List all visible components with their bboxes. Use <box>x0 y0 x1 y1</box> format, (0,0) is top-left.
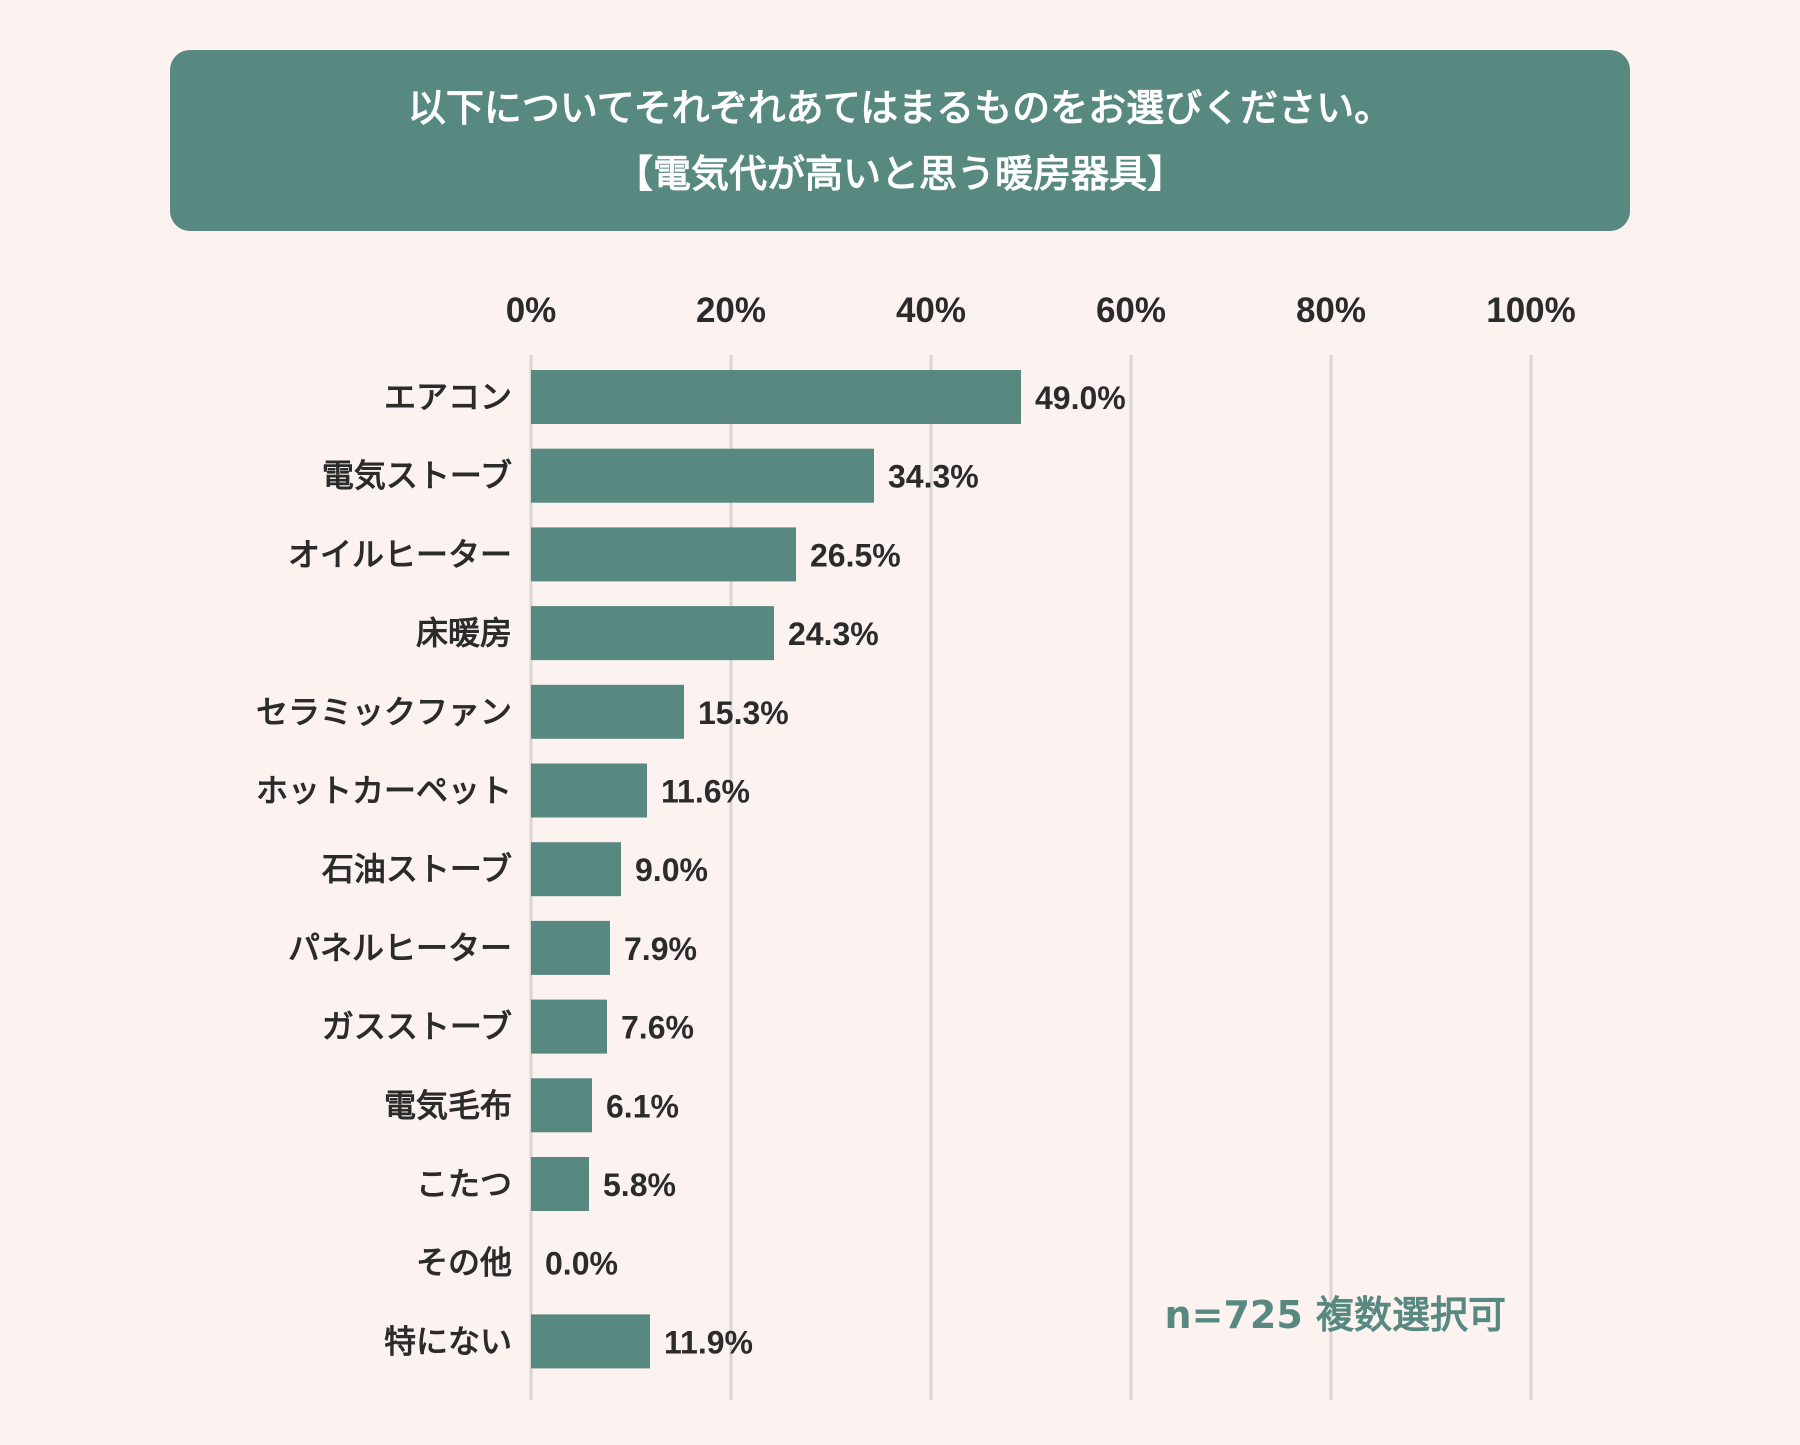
x-tick-label: 100% <box>1486 291 1576 330</box>
x-axis-ticks: 0% 20% 40% 60% 80% 100% <box>506 291 1576 330</box>
category-label: セラミックファン <box>256 693 512 731</box>
x-tick-label: 80% <box>1296 291 1366 330</box>
value-label: 49.0% <box>1035 380 1126 416</box>
value-label: 11.9% <box>664 1324 753 1360</box>
category-label: ガスストーブ <box>322 1008 512 1046</box>
value-label: 5.8% <box>603 1167 676 1203</box>
value-label: 7.6% <box>621 1010 694 1046</box>
value-label: 6.1% <box>606 1088 679 1124</box>
chart-title-line2: 【電気代が高いと思う暖房器具】 <box>614 151 1185 196</box>
value-labels: 49.0% 34.3% 26.5% 24.3% 15.3% 11.6% 9.0% 7.9% 7.… <box>545 380 1126 1360</box>
category-label: 石油ストーブ <box>321 850 512 888</box>
category-label: パネルヒーター <box>288 929 512 967</box>
value-label: 11.6% <box>661 774 750 810</box>
bar <box>531 684 684 739</box>
chart-title-line1: 以下についてそれぞれあてはまるものをお選びください。 <box>407 85 1393 130</box>
bars <box>531 370 1021 1369</box>
category-label: オイルヒーター <box>288 535 512 573</box>
value-label: 26.5% <box>810 537 901 573</box>
category-label: その他 <box>416 1244 512 1282</box>
bar <box>531 1078 592 1133</box>
category-label: 床暖房 <box>416 614 512 652</box>
x-tick-label: 60% <box>1096 291 1166 330</box>
category-label: 電気毛布 <box>384 1086 512 1124</box>
bar <box>531 1157 589 1211</box>
category-label: 電気ストーブ <box>322 457 512 495</box>
bar <box>531 920 610 975</box>
x-tick-label: 0% <box>506 291 557 330</box>
category-label: エアコン <box>384 378 512 416</box>
category-labels: エアコン電気ストーブオイルヒーター床暖房セラミックファンホットカーペット石油スト… <box>256 378 512 1360</box>
category-label: 特にない <box>384 1322 512 1360</box>
bar <box>531 527 796 582</box>
value-label: 15.3% <box>698 695 789 731</box>
value-label: 34.3% <box>888 459 979 495</box>
value-label: 0.0% <box>545 1246 618 1282</box>
bar <box>531 1314 650 1369</box>
value-label: 24.3% <box>788 616 879 652</box>
x-tick-label: 20% <box>696 291 766 330</box>
value-label: 7.9% <box>624 931 697 967</box>
bar <box>531 763 647 818</box>
bar <box>531 842 621 897</box>
bar <box>531 370 1021 424</box>
value-label: 9.0% <box>635 852 708 888</box>
category-label: ホットカーペット <box>256 772 512 810</box>
bar <box>531 606 774 661</box>
chart-title-box: 以下についてそれぞれあてはまるものをお選びください。 【電気代が高いと思う暖房器… <box>170 50 1630 231</box>
bar <box>531 999 607 1054</box>
sample-note: n=725 複数選択可 <box>1165 1293 1506 1337</box>
bar <box>531 448 874 503</box>
category-label: こたつ <box>416 1165 512 1203</box>
x-tick-label: 40% <box>896 291 966 330</box>
